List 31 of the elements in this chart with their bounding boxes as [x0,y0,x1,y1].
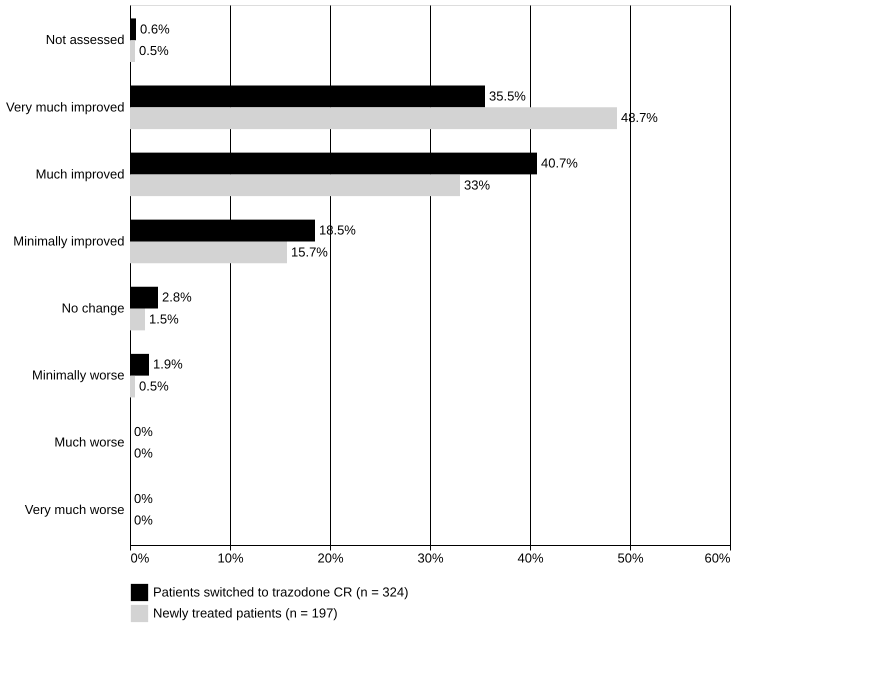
y-tick-label: Minimally worse [32,368,124,383]
data-label: 0% [134,512,154,528]
data-label: 1.9% [153,356,184,372]
data-label: 0.6% [140,21,170,36]
data-label: 0.5% [139,43,170,58]
data-label: 40.7% [541,155,578,170]
data-label: 33% [464,177,490,192]
x-tick-label: 50% [617,550,644,566]
data-label: 0% [134,446,154,461]
data-label: 0% [134,424,154,439]
x-tick-label: 0% [130,550,150,566]
y-tick-label: Very much worse [24,502,124,517]
y-tick-label: Much worse [54,434,124,450]
legend-label: Newly treated patients (n = 197) [153,606,338,620]
data-label: 15.7% [291,244,328,260]
data-label: 0.5% [139,378,170,394]
x-tick-label: 10% [217,550,244,566]
y-tick-label: Much improved [36,166,124,182]
y-tick-label: Not assessed [46,32,124,48]
y-tick-label: No change [62,300,124,316]
data-label: 35.5% [489,88,526,104]
data-label: 1.5% [149,311,180,326]
y-tick-label: Minimally improved [13,233,124,248]
data-label: 2.8% [162,290,192,305]
x-tick-label: 30% [417,550,444,566]
x-tick-label: 20% [317,550,344,566]
y-tick-label: Very much improved [6,99,124,114]
data-label: 0% [134,490,154,506]
x-tick-label: 40% [517,550,544,566]
x-tick-label: 60% [704,550,731,566]
legend-label: Patients switched to trazodone CR (n = 324) [153,584,408,600]
